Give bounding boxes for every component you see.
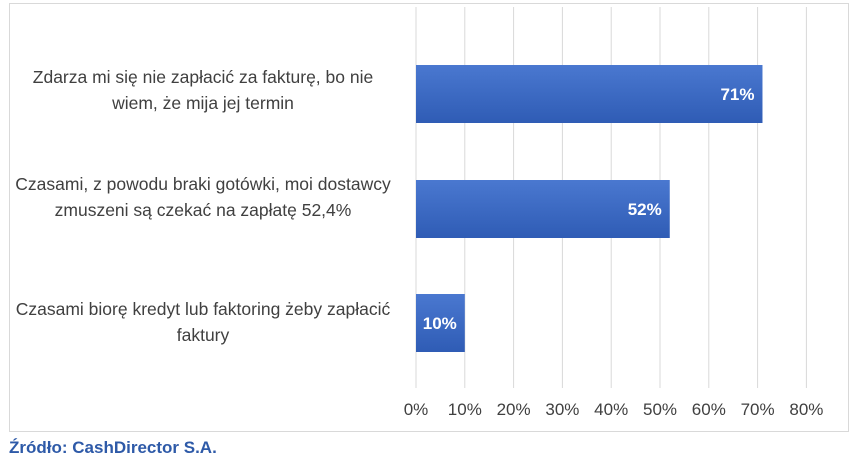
chart-frame: 71% 52% 10% 0% 10% 20% 30% 40% 50% 60% 70% 80% Zda… (9, 3, 849, 432)
x-axis-ticks: 0% 10% 20% 30% 40% 50% 60% 70% 80% (404, 400, 824, 419)
x-tick-label: 40% (594, 400, 628, 419)
data-label: 71% (720, 85, 754, 104)
bar (416, 294, 465, 352)
x-tick-label: 30% (545, 400, 579, 419)
x-tick-label: 20% (497, 400, 531, 419)
x-tick-label: 70% (741, 400, 775, 419)
category-label-2: Czasami, z powodu braki gotówki, moi dos… (15, 174, 391, 220)
bars: 71% 52% 10% (416, 65, 763, 352)
x-tick-label: 50% (643, 400, 677, 419)
x-tick-label: 0% (404, 400, 429, 419)
data-label: 10% (423, 314, 457, 333)
category-label-1: Zdarza mi się nie zapłacić za fakturę, b… (32, 67, 374, 113)
x-tick-label: 10% (448, 400, 482, 419)
x-tick-label: 80% (789, 400, 823, 419)
bar (416, 180, 670, 238)
x-tick-label: 60% (692, 400, 726, 419)
category-label-3: Czasami biorę kredyt lub faktoring żeby … (15, 299, 391, 345)
bar-chart: 71% 52% 10% 0% 10% 20% 30% 40% 50% 60% 70% 80% (404, 7, 824, 419)
data-label: 52% (628, 200, 662, 219)
bar (416, 65, 763, 123)
source-note: Źródło: CashDirector S.A. (9, 438, 217, 457)
